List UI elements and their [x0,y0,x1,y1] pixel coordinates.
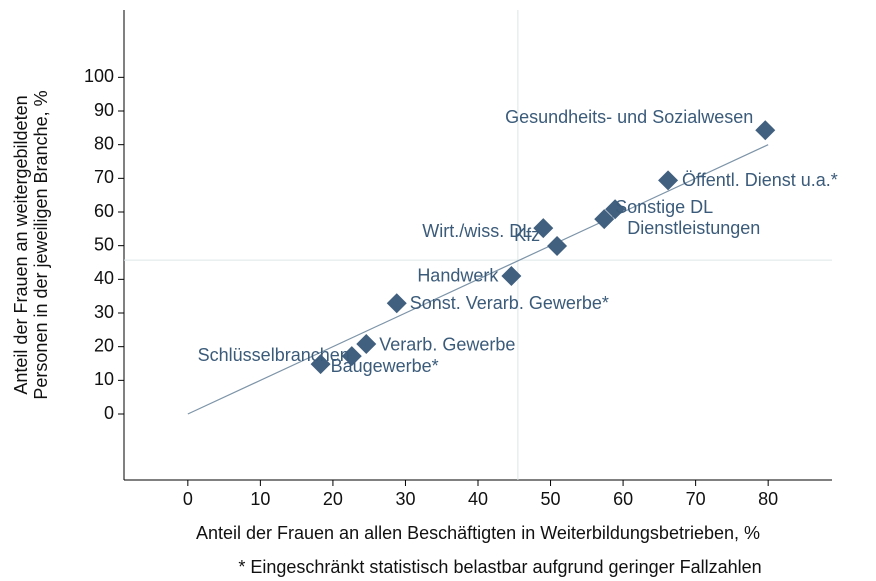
y-tick-label: 70 [94,167,114,187]
y-tick-label: 30 [94,302,114,322]
footnote: * Eingeschränkt statistisch belastbar au… [238,557,761,577]
y-tick-label: 0 [104,403,114,423]
point-label: Baugewerbe* [331,356,439,376]
x-tick-label: 40 [468,489,488,509]
x-tick-label: 20 [323,489,343,509]
y-tick-label: 40 [94,268,114,288]
x-axis-label: Anteil der Frauen an allen Beschäftigten… [196,523,760,543]
x-tick-label: 50 [541,489,561,509]
marker [310,354,331,375]
marker [386,293,407,314]
y-tick-label: 90 [94,100,114,120]
point-label: Gesundheits- und Sozialwesen [505,107,753,127]
point-label: Sonstige DL [615,197,713,217]
point-label: Dienstleistungen [627,218,760,238]
x-tick-label: 60 [613,489,633,509]
y-tick-label: 100 [84,66,114,86]
marker [658,170,679,191]
fit-line [187,144,769,415]
y-tick-label: 50 [94,234,114,254]
point-label: Wirt./wiss. DL [422,221,532,241]
point-label: Kfz [514,225,540,245]
x-tick-label: 70 [686,489,706,509]
y-tick-label: 10 [94,369,114,389]
point-label: Sonst. Verarb. Gewerbe* [410,293,609,313]
point-label: Schlüsselbranchen [198,345,350,365]
marker [501,265,522,286]
marker [605,199,626,220]
marker [533,218,554,239]
point-label: Handwerk [417,266,499,286]
y-axis-label: Personen in der jeweiligen Branche, % [31,90,51,399]
point-label: Verarb. Gewerbe [379,335,515,355]
x-tick-label: 10 [250,489,270,509]
marker [356,333,377,354]
marker [341,346,362,367]
marker [547,236,568,257]
y-tick-label: 20 [94,335,114,355]
point-label: Öffentl. Dienst u.a.* [682,170,838,190]
y-tick-label: 60 [94,201,114,221]
marker [594,209,615,230]
x-tick-label: 30 [395,489,415,509]
y-tick-label: 80 [94,133,114,153]
y-axis-label: Anteil der Frauen an weitergebildeten [11,95,31,394]
marker [755,120,776,141]
x-tick-label: 80 [758,489,778,509]
x-tick-label: 0 [183,489,193,509]
